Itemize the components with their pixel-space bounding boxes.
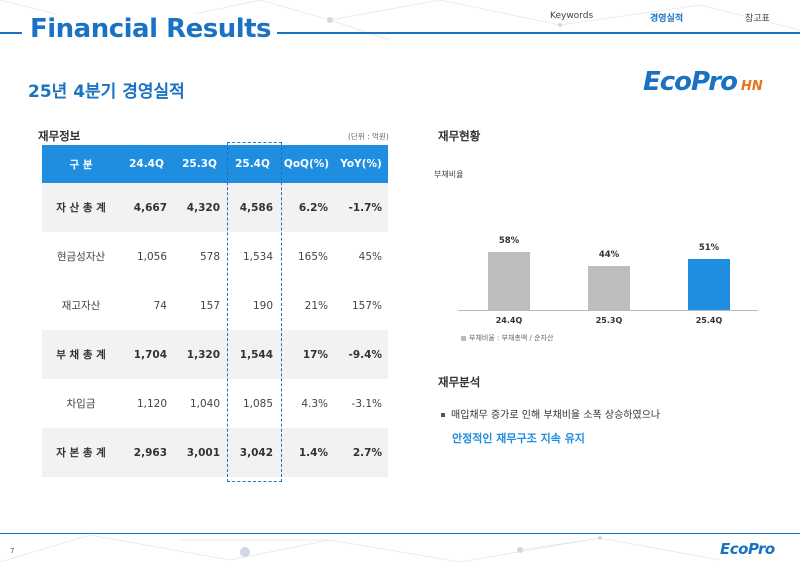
- table-cell: 4,320: [186, 201, 220, 214]
- col-header: 24.4Q: [129, 158, 164, 170]
- row-label: 자 본 총 계: [56, 447, 106, 459]
- table-cell: 4.3%: [301, 397, 328, 410]
- legend-text: 부채비율 : 부채총액 / 순자산: [469, 334, 554, 342]
- table-cell: 6.2%: [298, 201, 328, 214]
- bar-category-label: 25.3Q: [595, 316, 623, 325]
- table-cell: 17%: [302, 348, 328, 361]
- row-label: 차입금: [66, 398, 96, 410]
- nav-reference[interactable]: 참고표: [745, 14, 770, 24]
- debt-ratio-chart: 58% 24.4Q 44% 25.3Q 51% 25.4Q: [458, 236, 768, 340]
- table-cell: 1,534: [242, 250, 273, 263]
- table-cell: 3,042: [239, 446, 273, 459]
- table-cell: 1,040: [189, 397, 220, 410]
- table-cell: 4,667: [133, 201, 167, 214]
- table-cell: 4,586: [239, 201, 273, 214]
- chart-legend: 부채비율 : 부채총액 / 순자산: [461, 333, 553, 343]
- chart-title: 부채비율: [434, 170, 464, 179]
- table-cell: -1.7%: [348, 201, 382, 214]
- table-cell: 1,120: [136, 397, 167, 410]
- table-cell: 1,320: [186, 348, 220, 361]
- section-subtitle: 25년 4분기 경영실적: [28, 82, 185, 102]
- table-cell: 2,963: [133, 446, 167, 459]
- bullet-text: 매입채무 증가로 인해 부채비율 소폭 상승하였으나: [451, 410, 661, 421]
- title-rule-left: [0, 32, 22, 34]
- current-quarter-highlight: [227, 142, 282, 482]
- page-number: 7: [10, 547, 15, 555]
- table-cell: 1.4%: [298, 446, 328, 459]
- bar-value-label: 58%: [498, 236, 520, 246]
- table-row: 재고자산 74 157 190 21% 157%: [42, 281, 388, 330]
- table-cell: 21%: [304, 299, 328, 312]
- row-label: 재고자산: [61, 300, 101, 312]
- analysis-heading: 재무분석: [438, 375, 481, 389]
- chart-bar: [488, 252, 530, 310]
- table-cell: 578: [199, 250, 220, 263]
- unit-label: (단위 : 억원): [348, 132, 389, 141]
- bar-value-label: 51%: [698, 243, 720, 253]
- logo-main: EcoPro: [643, 67, 738, 97]
- bullet-icon: [441, 413, 445, 417]
- table-cell: 157: [199, 299, 220, 312]
- table-header-row: 구 분 24.4Q 25.3Q 25.4Q QoQ(%) YoY(%): [42, 145, 388, 183]
- row-label: 자 산 총 계: [56, 202, 106, 214]
- analysis-highlight: 안정적인 재무구조 지속 유지: [452, 432, 585, 445]
- table-cell: 1,085: [242, 397, 273, 410]
- table-row: 자 산 총 계 4,667 4,320 4,586 6.2% -1.7%: [42, 183, 388, 232]
- col-header: QoQ(%): [283, 158, 330, 170]
- col-header: 25.4Q: [235, 158, 270, 170]
- col-header: 구 분: [69, 158, 93, 171]
- table-cell: -9.4%: [348, 348, 382, 361]
- nav-results[interactable]: 경영실적: [650, 14, 684, 24]
- table-cell: 157%: [351, 299, 382, 312]
- footer-rule: [0, 533, 800, 534]
- table-row: 차입금 1,120 1,040 1,085 4.3% -3.1%: [42, 379, 388, 428]
- table-row: 현금성자산 1,056 578 1,534 165% 45%: [42, 232, 388, 281]
- ecopro-hn-logo: EcoPro HN: [643, 67, 763, 97]
- analysis-bullet: 매입채무 증가로 인해 부채비율 소폭 상승하였으나: [441, 406, 660, 421]
- table-row: 자 본 총 계 2,963 3,001 3,042 1.4% 2.7%: [42, 428, 388, 477]
- table-cell: 190: [252, 299, 273, 312]
- row-label: 부 채 총 계: [56, 349, 106, 361]
- table-cell: -3.1%: [351, 397, 382, 410]
- nav-keywords[interactable]: Keywords: [550, 11, 594, 21]
- table-cell: 3,001: [186, 446, 220, 459]
- col-header: YoY(%): [340, 158, 382, 170]
- title-rule-right: [255, 32, 800, 34]
- bar-category-label: 25.4Q: [695, 316, 723, 325]
- logo-suffix: HN: [740, 79, 763, 94]
- row-label: 현금성자산: [56, 251, 106, 263]
- col-header: 25.3Q: [182, 158, 217, 170]
- bar-category-label: 24.4Q: [495, 316, 523, 325]
- table-cell: 2.7%: [352, 446, 382, 459]
- page-title: Financial Results: [24, 14, 278, 44]
- chart-bar: [688, 259, 730, 310]
- chart-axis: [458, 310, 758, 311]
- table-cell: 1,056: [136, 250, 167, 263]
- table-cell: 165%: [297, 250, 328, 263]
- table-heading: 재무정보: [38, 129, 81, 143]
- table-cell: 45%: [358, 250, 382, 263]
- legend-swatch: [461, 335, 466, 341]
- table-cell: 1,544: [239, 348, 273, 361]
- table-row: 부 채 총 계 1,704 1,320 1,544 17% -9.4%: [42, 330, 388, 379]
- footer-logo: EcoPro: [720, 540, 775, 558]
- bar-value-label: 44%: [598, 250, 620, 260]
- status-heading: 재무현황: [438, 129, 481, 143]
- chart-bar: [588, 266, 630, 310]
- table-cell: 74: [153, 299, 167, 312]
- financial-table: 구 분 24.4Q 25.3Q 25.4Q QoQ(%) YoY(%) 자 산 …: [42, 145, 388, 477]
- table-cell: 1,704: [133, 348, 167, 361]
